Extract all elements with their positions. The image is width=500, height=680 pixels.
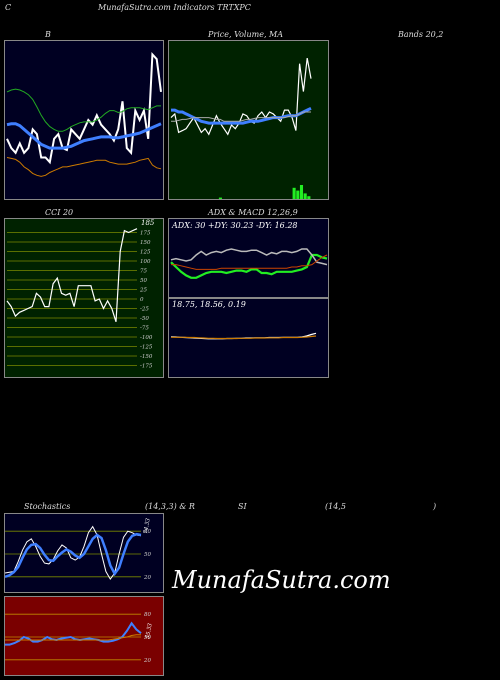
adx-series-line [170, 253, 328, 279]
stoch-tick-label: 80 [144, 529, 151, 535]
bollinger-svg [6, 51, 162, 177]
rsi-tick-label: 50 [144, 635, 151, 641]
rsi-last-value-label: 55.33 [145, 622, 154, 639]
stochastics-svg: 80 50 20 74.33 [5, 517, 152, 581]
cci-tick-label: -50 [140, 316, 149, 322]
cci-tick-label: 25 [139, 288, 147, 294]
rsi-close-label: ) [433, 502, 437, 511]
macd-readout: 18.75, 18.56, 0.19 [172, 300, 246, 309]
bands-label-right: Bands 20,2 [398, 30, 444, 39]
cci-tick-label: 175 [140, 231, 151, 237]
price-volume-chart [168, 40, 329, 200]
volume-bar [292, 187, 296, 199]
cci-tick-label: -75 [140, 326, 149, 332]
rsi-svg: 80 50 20 55.33 [5, 612, 154, 664]
cci-line [6, 228, 138, 322]
stoch-tick-label: 20 [143, 575, 151, 581]
cci-tick-label: -25 [140, 307, 149, 313]
cci-tick-label: -175 [140, 364, 153, 370]
cci-svg: 175 150 125 100 75 50 25 0 -25 -50 -75 -100 -125 -150… [6, 219, 155, 370]
cci-tick-label: 150 [140, 240, 151, 246]
cci-tick-label: 125 [140, 250, 151, 256]
price-volume-svg [170, 57, 312, 199]
cci-tick-label: -125 [140, 345, 153, 351]
cci-last-value-label: 185 [141, 219, 155, 227]
price-gray-line [171, 111, 311, 122]
stoch-label: Stochastics [24, 502, 71, 511]
cci-tick-label: 50 [140, 278, 147, 284]
adx-series-line [171, 254, 328, 270]
cci-chart: 175 150 125 100 75 50 25 0 -25 -50 -75 -100 -125 -150… [4, 218, 164, 378]
volume-bar [296, 190, 300, 199]
adx-macd-label: ADX & MACD 12,26,9 [208, 208, 298, 217]
rsi-params-label: (14,5 [325, 502, 346, 511]
stoch-params-label: (14,3,3) & R [145, 502, 195, 511]
cci-tick-label: 0 [140, 297, 144, 303]
cci-tick-label: -150 [140, 354, 153, 360]
bollinger-blue-line [6, 122, 162, 150]
adx-readout: ADX: 30 +DY: 30.23 -DY: 16.28 [172, 221, 298, 230]
si-label: SI [238, 502, 247, 511]
stoch-white-line [5, 525, 142, 581]
bollinger-orange-line [6, 157, 162, 177]
macd-chart: 18.75, 18.56, 0.19 [168, 298, 329, 378]
cci-tick-label: -100 [140, 335, 153, 341]
macd-orange-line [171, 335, 317, 340]
adx-series-line [170, 248, 328, 266]
cci-tick-label: 75 [140, 269, 147, 275]
volume-bar [307, 196, 311, 199]
bollinger-green-line [6, 88, 161, 132]
rsi-tick-label: 20 [143, 658, 151, 664]
macd-svg [170, 332, 317, 340]
volume-bar [218, 197, 222, 199]
rsi-blue-line [5, 621, 142, 646]
volume-bar [303, 193, 307, 199]
rsi-tick-label: 80 [144, 612, 151, 618]
stoch-tick-label: 50 [144, 552, 151, 558]
volume-bar [299, 185, 304, 199]
page-title: MunafaSutra.com Indicators TRTXPC [98, 3, 251, 12]
cci-label: CCI 20 [45, 208, 74, 217]
cci-tick-label: 100 [140, 259, 151, 265]
stoch-blue-line [5, 532, 142, 578]
adx-svg [170, 248, 328, 279]
header-left-label: C [5, 3, 12, 12]
bollinger-white-line [6, 51, 162, 165]
rsi-orange-line [5, 634, 141, 641]
price-volume-label: Price, Volume, MA [208, 30, 284, 39]
stochastics-chart: 80 50 20 74.33 [4, 513, 164, 593]
bollinger-bands-chart [4, 40, 164, 200]
bands-label-b: B [45, 30, 51, 39]
watermark-logo: MunafaSutra.com [172, 566, 391, 594]
rsi-chart: 80 50 20 55.33 [4, 596, 164, 676]
stoch-last-value-label: 74.33 [143, 517, 152, 534]
adx-chart: ADX: 30 +DY: 30.23 -DY: 16.28 [168, 218, 329, 298]
